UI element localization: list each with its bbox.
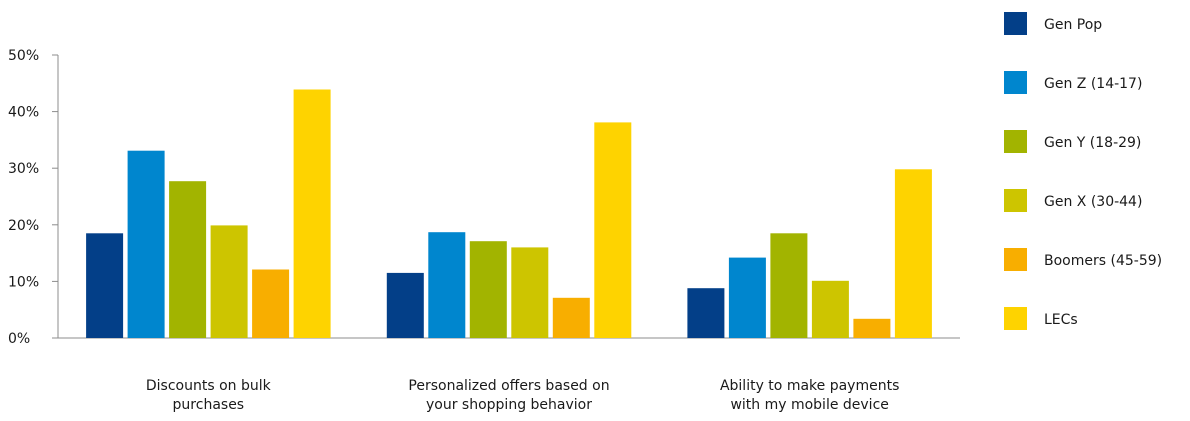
bar <box>728 257 766 338</box>
bar <box>894 169 932 338</box>
category-labels: Discounts on bulk purchases Personalized o… <box>146 378 899 413</box>
legend-swatch <box>1004 130 1027 153</box>
legend-label: Gen Pop <box>1044 17 1102 33</box>
legend-label: LECs <box>1044 312 1078 328</box>
bar <box>169 181 207 338</box>
bar <box>469 241 507 338</box>
bar <box>127 150 165 338</box>
legend-swatch <box>1004 248 1027 271</box>
bar <box>811 280 849 338</box>
bar <box>86 233 124 338</box>
legend-swatch <box>1004 189 1027 212</box>
bar <box>210 225 248 338</box>
y-tick-label: 20% <box>8 218 39 234</box>
legend-label: Boomers (45-59) <box>1044 253 1162 269</box>
bar <box>687 288 725 338</box>
bar <box>428 232 466 338</box>
bars <box>86 89 932 339</box>
legend-label: Gen Z (14-17) <box>1044 76 1142 92</box>
x-category-label: Discounts on bulk purchases <box>146 378 272 413</box>
axes: 0% 10% 20% 30% 40% 50% <box>8 48 960 347</box>
y-tick-label: 10% <box>8 274 39 290</box>
bar <box>252 269 290 338</box>
bar <box>594 122 632 339</box>
legend-swatch <box>1004 71 1027 94</box>
legend-label: Gen Y (18-29) <box>1044 135 1141 151</box>
bar <box>770 233 808 338</box>
legend-swatch <box>1004 307 1027 330</box>
y-tick-label: 0% <box>8 331 30 347</box>
bar <box>386 272 424 338</box>
legend-label: Gen X (30-44) <box>1044 194 1142 210</box>
y-tick-label: 50% <box>8 48 39 64</box>
bar <box>293 89 331 338</box>
y-tick-label: 40% <box>8 105 39 121</box>
x-category-label: Ability to make payments with my mobile d… <box>720 378 899 413</box>
y-tick-label: 30% <box>8 161 39 177</box>
x-category-label: Personalized offers based on your shoppin… <box>408 378 609 413</box>
legend-swatch <box>1004 12 1027 35</box>
bar <box>552 297 590 338</box>
bar <box>511 247 549 338</box>
legend: Gen Pop Gen Z (14-17) Gen Y (18-29) Gen X (… <box>1004 12 1162 330</box>
bar <box>853 318 891 338</box>
